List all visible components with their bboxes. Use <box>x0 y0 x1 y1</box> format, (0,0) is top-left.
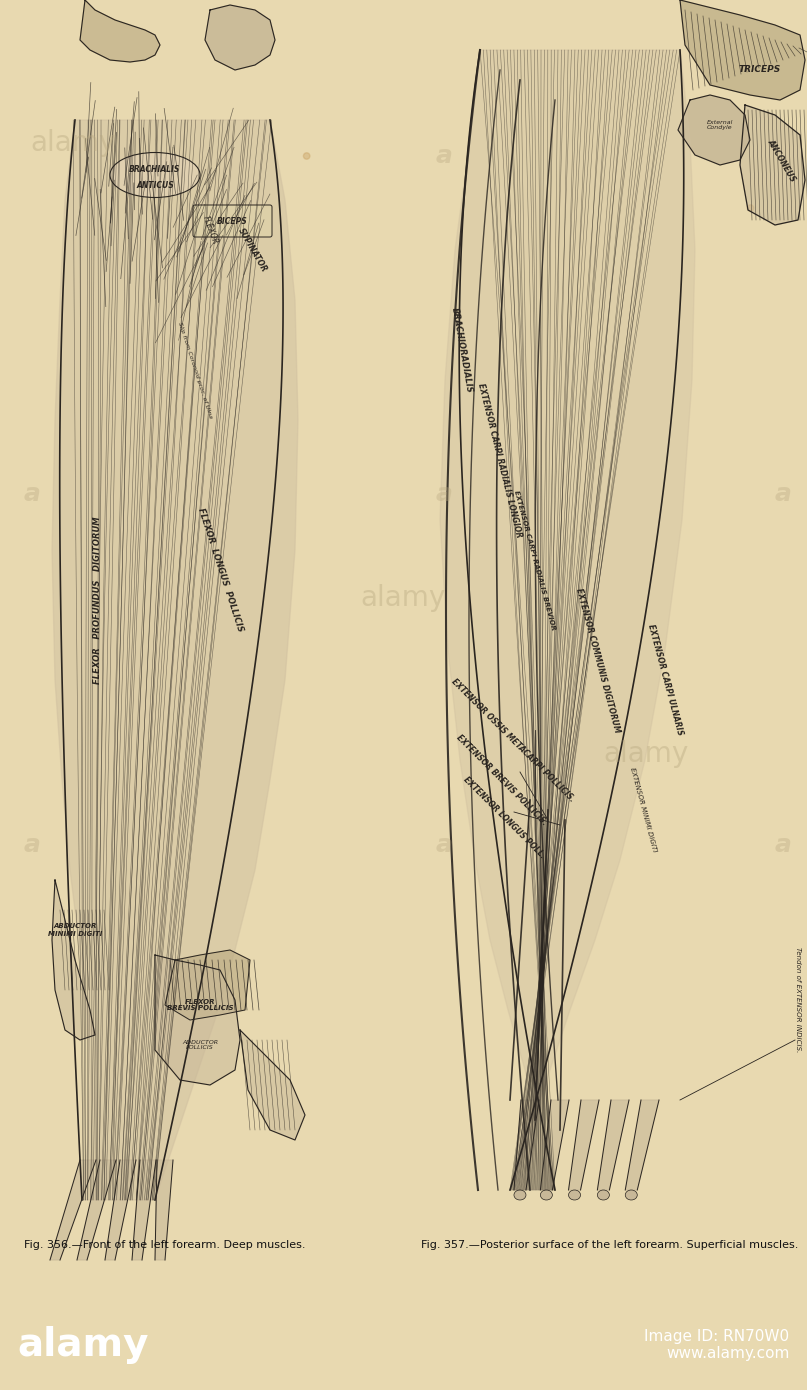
Text: EXTENSOR BREVIS POLLICIS.: EXTENSOR BREVIS POLLICIS. <box>455 733 549 827</box>
Text: Tendon of EXTENSOR INDICIS.: Tendon of EXTENSOR INDICIS. <box>795 948 801 1052</box>
Text: EXTENSOR CARPI ULNARIS: EXTENSOR CARPI ULNARIS <box>646 624 684 737</box>
Polygon shape <box>440 50 695 1190</box>
Text: alamy: alamy <box>361 584 446 612</box>
Text: BRACHIALIS: BRACHIALIS <box>129 165 181 175</box>
Text: ADDUCTOR
POLLICIS: ADDUCTOR POLLICIS <box>182 1040 218 1051</box>
Text: a: a <box>775 482 791 506</box>
Polygon shape <box>680 0 805 100</box>
Circle shape <box>303 153 310 160</box>
Text: EXTENSOR MINIMI DIGITI: EXTENSOR MINIMI DIGITI <box>629 767 657 853</box>
Ellipse shape <box>110 153 200 197</box>
Text: BICEPS: BICEPS <box>216 217 248 225</box>
Ellipse shape <box>541 1190 552 1200</box>
Text: a: a <box>436 482 452 506</box>
Text: TRICEPS: TRICEPS <box>739 65 781 75</box>
Polygon shape <box>52 880 95 1040</box>
Ellipse shape <box>625 1190 638 1200</box>
Text: EXTENSOR CARPI RADIALIS LONGIOR: EXTENSOR CARPI RADIALIS LONGIOR <box>476 382 524 538</box>
Polygon shape <box>155 955 240 1086</box>
Polygon shape <box>541 1099 569 1190</box>
Text: alamy: alamy <box>603 739 688 769</box>
Text: ANTICUS: ANTICUS <box>136 181 174 189</box>
Polygon shape <box>597 1099 629 1190</box>
Text: alamy: alamy <box>18 1326 149 1364</box>
Text: EXTENSOR OSSIS METACARPI POLLICIS.: EXTENSOR OSSIS METACARPI POLLICIS. <box>450 677 576 803</box>
Text: Fig. 356.—Front of the left forearm. Deep muscles.: Fig. 356.—Front of the left forearm. Dee… <box>24 1240 306 1250</box>
FancyBboxPatch shape <box>193 204 272 238</box>
Polygon shape <box>80 0 160 63</box>
Polygon shape <box>50 1161 96 1259</box>
Text: External
Condyle: External Condyle <box>707 120 734 131</box>
Polygon shape <box>155 1161 173 1259</box>
Text: Fig. 357.—Posterior surface of the left forearm. Superficial muscles.: Fig. 357.—Posterior surface of the left … <box>421 1240 799 1250</box>
Polygon shape <box>514 1099 539 1190</box>
Text: alamy: alamy <box>30 129 115 157</box>
Text: FLEXOR
BREVIS POLLICIS: FLEXOR BREVIS POLLICIS <box>167 998 233 1012</box>
Polygon shape <box>625 1099 659 1190</box>
Circle shape <box>157 171 166 181</box>
Text: EXTENSOR COMMUNIS DIGITORUM: EXTENSOR COMMUNIS DIGITORUM <box>575 587 621 734</box>
Text: a: a <box>24 833 40 858</box>
Polygon shape <box>678 95 750 165</box>
Text: a: a <box>436 145 452 168</box>
Polygon shape <box>240 1030 305 1140</box>
Polygon shape <box>105 1161 136 1259</box>
Polygon shape <box>132 1161 156 1259</box>
Circle shape <box>139 163 152 175</box>
Polygon shape <box>165 949 250 1020</box>
Polygon shape <box>569 1099 599 1190</box>
Text: a: a <box>24 482 40 506</box>
Text: EXTENSOR CARPI RADIALIS BREVIOR: EXTENSOR CARPI RADIALIS BREVIOR <box>513 489 557 631</box>
Text: SUPINATOR: SUPINATOR <box>236 227 268 274</box>
Text: FLEXOR   PROFUNDUS   DIGITORUM: FLEXOR PROFUNDUS DIGITORUM <box>94 516 102 684</box>
Text: a: a <box>775 833 791 858</box>
Text: Image ID: RN70W0
www.alamy.com: Image ID: RN70W0 www.alamy.com <box>644 1329 789 1361</box>
Text: a: a <box>436 833 452 858</box>
Polygon shape <box>52 120 298 1200</box>
Ellipse shape <box>569 1190 580 1200</box>
Polygon shape <box>205 6 275 70</box>
Text: Slip from Coronoid proc. of Ulna: Slip from Coronoid proc. of Ulna <box>177 321 213 418</box>
Polygon shape <box>740 106 805 225</box>
Circle shape <box>747 204 754 211</box>
Text: BRACHIORADIALIS: BRACHIORADIALIS <box>450 307 474 393</box>
Ellipse shape <box>597 1190 609 1200</box>
Text: EXTENSOR LONGUS POLL.: EXTENSOR LONGUS POLL. <box>462 776 547 860</box>
Text: FLEXOR  LONGUS  POLLICIS: FLEXOR LONGUS POLLICIS <box>196 507 245 632</box>
Ellipse shape <box>514 1190 526 1200</box>
Text: FLEXOR: FLEXOR <box>201 214 220 246</box>
Text: ABDUCTOR
MINIMI DIGITI: ABDUCTOR MINIMI DIGITI <box>48 923 102 937</box>
Polygon shape <box>77 1161 116 1259</box>
Text: ANCONEUS: ANCONEUS <box>766 138 798 183</box>
